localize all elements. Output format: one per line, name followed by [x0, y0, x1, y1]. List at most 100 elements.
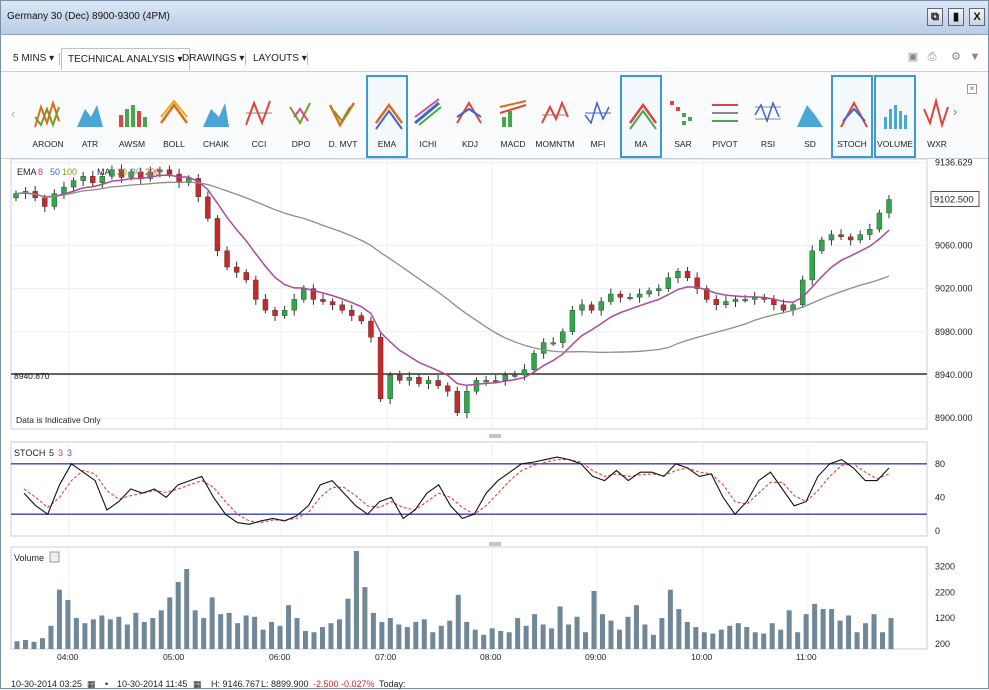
candle-body [512, 374, 518, 377]
candle-body [147, 171, 154, 179]
candle-body [483, 380, 489, 383]
volume-legend-label: Volume [14, 553, 44, 563]
volume-bar [294, 618, 300, 649]
candle-body [723, 301, 729, 305]
candle-body [90, 176, 96, 183]
title-bar: Germany 30 (Dec) 8900-9300 (4PM) ⧉ ▮ X [1, 1, 988, 35]
volume-bar [795, 632, 801, 649]
volume-bar [540, 624, 546, 649]
candle-body [368, 320, 374, 338]
volume-bar [387, 618, 393, 649]
candle-body [195, 178, 201, 198]
time-axis-tick: 06:00 [269, 652, 291, 662]
indicator-label: CHAIK [203, 139, 229, 149]
gear-icon[interactable]: ⚙ [951, 51, 961, 63]
layouts-label: LAYOUTS [253, 53, 299, 64]
volume-bar [481, 634, 487, 649]
volume-settings-icon [49, 551, 60, 563]
restore-button[interactable]: ⧉ [927, 8, 943, 26]
volume-bar [328, 623, 334, 649]
range-end: 10-30-2014 11:45 [117, 679, 188, 689]
indicator-chaik-button[interactable]: CHAIK [195, 75, 237, 158]
technical-analysis-menu[interactable]: TECHNICAL ANALYSIS ▾ [61, 48, 190, 70]
indicator-sar-button[interactable]: SAR [662, 75, 704, 158]
calendar-icon[interactable]: ▦ [87, 679, 96, 689]
candle-body [684, 271, 691, 278]
candle-body [109, 169, 115, 177]
indicator-dmvt-button[interactable]: D. MVT [322, 75, 364, 158]
volume-bar [608, 620, 614, 649]
volume-bar [277, 625, 283, 649]
indicator-rsi-button[interactable]: RSI [747, 75, 789, 158]
volume-bar [379, 621, 385, 649]
indicator-mfi-button[interactable]: MFI [577, 75, 619, 158]
indicator-wxr-button[interactable]: WXR [916, 75, 958, 158]
layouts-menu[interactable]: LAYOUTS ▾ [247, 48, 313, 70]
stoch-legend-param: 3 [67, 448, 72, 458]
indicator-macd-icon [499, 100, 527, 127]
volume-bar [65, 600, 71, 649]
indicator-kdj-button[interactable]: KDJ [449, 75, 491, 158]
indicator-volume-button[interactable]: VOLUME [874, 75, 916, 158]
timeframe-dropdown[interactable]: 5 MINS ▾ [7, 48, 60, 70]
indicator-label: KDJ [461, 139, 479, 149]
scroll-left-icon[interactable]: ‹ [11, 106, 16, 121]
indicator-atr-button[interactable]: ATR [69, 75, 111, 158]
print-icon[interactable]: ⎙ [927, 51, 937, 63]
volume-bar [269, 621, 275, 649]
indicator-macd-button[interactable]: MACD [492, 75, 534, 158]
chevron-down-icon: ▾ [239, 53, 245, 64]
volume-bar [583, 632, 589, 649]
close-toolbar-icon[interactable]: × [967, 84, 977, 94]
range-start: 10-30-2014 03:25 [11, 679, 83, 689]
candle-body [627, 297, 633, 299]
drawings-menu[interactable]: DRAWINGS ▾ [176, 48, 250, 70]
volume-bar [659, 618, 665, 649]
close-button[interactable]: X [969, 8, 985, 26]
indicator-aroon-button[interactable]: AROON [27, 75, 69, 158]
indicator-momntm-button[interactable]: MOMNTM [534, 75, 576, 158]
menu-separator [307, 53, 308, 65]
indicator-ma-button[interactable]: MA [620, 75, 662, 158]
volume-bar [803, 614, 809, 649]
volume-bar [192, 610, 198, 649]
volume-bar [430, 632, 436, 649]
maximize-button[interactable]: ▮ [948, 8, 964, 26]
technical-analysis-label: TECHNICAL ANALYSIS [68, 54, 175, 65]
scroll-right-icon[interactable]: › [953, 104, 958, 119]
candle-body [214, 218, 221, 252]
indicator-boll-button[interactable]: BOLL [153, 75, 195, 158]
indicator-pivot-button[interactable]: PIVOT [704, 75, 746, 158]
candle-body [502, 374, 508, 381]
indicator-dmvt-icon [328, 102, 356, 128]
candle-body [579, 304, 585, 311]
change-percent: -0.027% [341, 679, 375, 689]
volume-axis-tick: 1200 [935, 613, 955, 623]
legend-ema-param: 100 [62, 167, 77, 177]
indicator-cci-button[interactable]: CCI [238, 75, 280, 158]
volume-bar [447, 620, 453, 649]
volume-bar [99, 615, 105, 649]
indicator-sd-button[interactable]: SD [789, 75, 831, 158]
calendar-icon[interactable]: ▦ [193, 679, 202, 689]
comment-icon[interactable]: ▼ [969, 51, 981, 63]
indicator-ema-button[interactable]: EMA [366, 75, 408, 158]
indicator-dpo-button[interactable]: DPO [280, 75, 322, 158]
volume-bar [31, 641, 37, 649]
indicator-label: D. MVT [328, 139, 358, 149]
indicator-ichi-button[interactable]: ICHI [407, 75, 449, 158]
volume-bar [133, 612, 139, 649]
image-export-icon[interactable]: ▣ [907, 51, 919, 63]
change-value: -2.500 [313, 679, 339, 689]
volume-bar [243, 615, 249, 649]
volume-bar [116, 616, 122, 649]
indicator-stoch-button[interactable]: STOCH [831, 75, 873, 158]
indicator-awsm-button[interactable]: AWSM [111, 75, 153, 158]
current-price-value: 9102.500 [934, 195, 974, 206]
volume-bar [769, 623, 775, 649]
volume-bar [90, 619, 96, 649]
volume-bar [498, 630, 504, 649]
volume-bar [73, 618, 79, 649]
